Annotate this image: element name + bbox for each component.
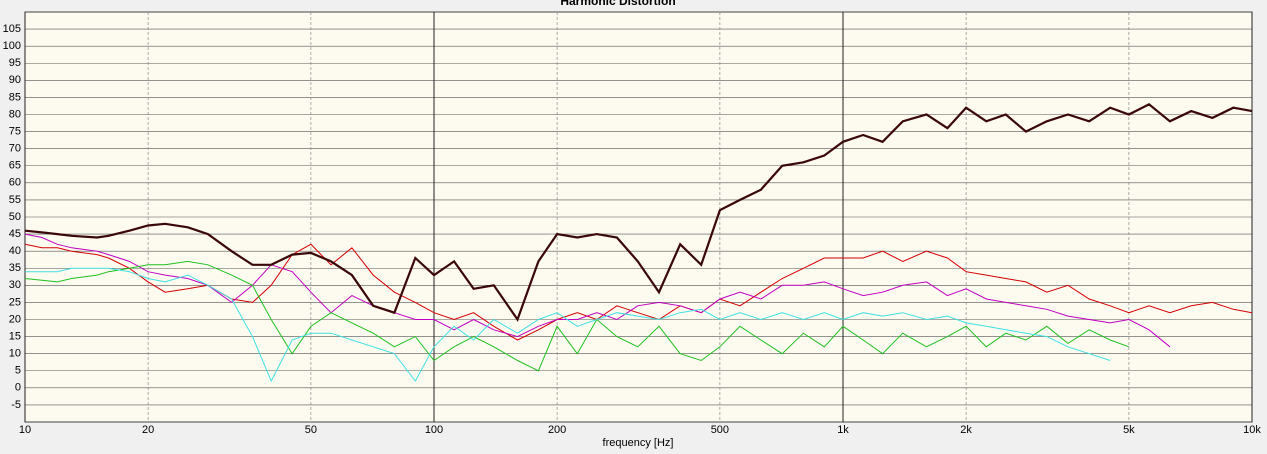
y-tick-label: 25 [9, 296, 21, 308]
x-tick-label: 2k [960, 424, 972, 436]
y-tick-label: -5 [11, 399, 21, 411]
y-tick-label: 15 [9, 330, 21, 342]
y-tick-label: 35 [9, 262, 21, 274]
y-tick-label: 85 [9, 91, 21, 103]
x-tick-label: 10 [19, 424, 31, 436]
y-tick-label: 30 [9, 279, 21, 291]
y-tick-label: 70 [9, 143, 21, 155]
y-tick-label: 55 [9, 194, 21, 206]
y-tick-label: 20 [9, 313, 21, 325]
series-line [25, 267, 1111, 383]
y-tick-label: 40 [9, 245, 21, 257]
x-tick-label: 5k [1123, 424, 1135, 436]
x-tick-label: 100 [425, 424, 443, 436]
x-tick-label: 200 [548, 424, 566, 436]
y-tick-label: 50 [9, 211, 21, 223]
series-line [24, 102, 1253, 322]
y-tick-label: 100 [3, 40, 21, 52]
x-tick-label: 10k [1243, 424, 1261, 436]
x-tick-label: 50 [305, 424, 317, 436]
y-tick-label: 90 [9, 74, 21, 86]
y-tick-label: 45 [9, 228, 21, 240]
y-tick-label: 5 [15, 365, 21, 377]
x-tick-label: 1k [837, 424, 849, 436]
y-tick-label: 10 [9, 348, 21, 360]
series-line [24, 260, 1130, 372]
y-tick-label: 0 [15, 382, 21, 394]
y-tick-label: 65 [9, 160, 21, 172]
y-tick-label: 95 [9, 57, 21, 69]
series-line [24, 233, 1171, 348]
y-tick-label: 80 [9, 108, 21, 120]
x-tick-label: 500 [711, 424, 729, 436]
x-axis-label: frequency [Hz] [603, 437, 674, 449]
y-tick-label: 60 [9, 177, 21, 189]
y-tick-label: 75 [9, 125, 21, 137]
chart-title: Harmonic Distortion [560, 0, 675, 8]
y-tick-label: 105 [3, 23, 21, 35]
x-tick-label: 20 [142, 424, 154, 436]
